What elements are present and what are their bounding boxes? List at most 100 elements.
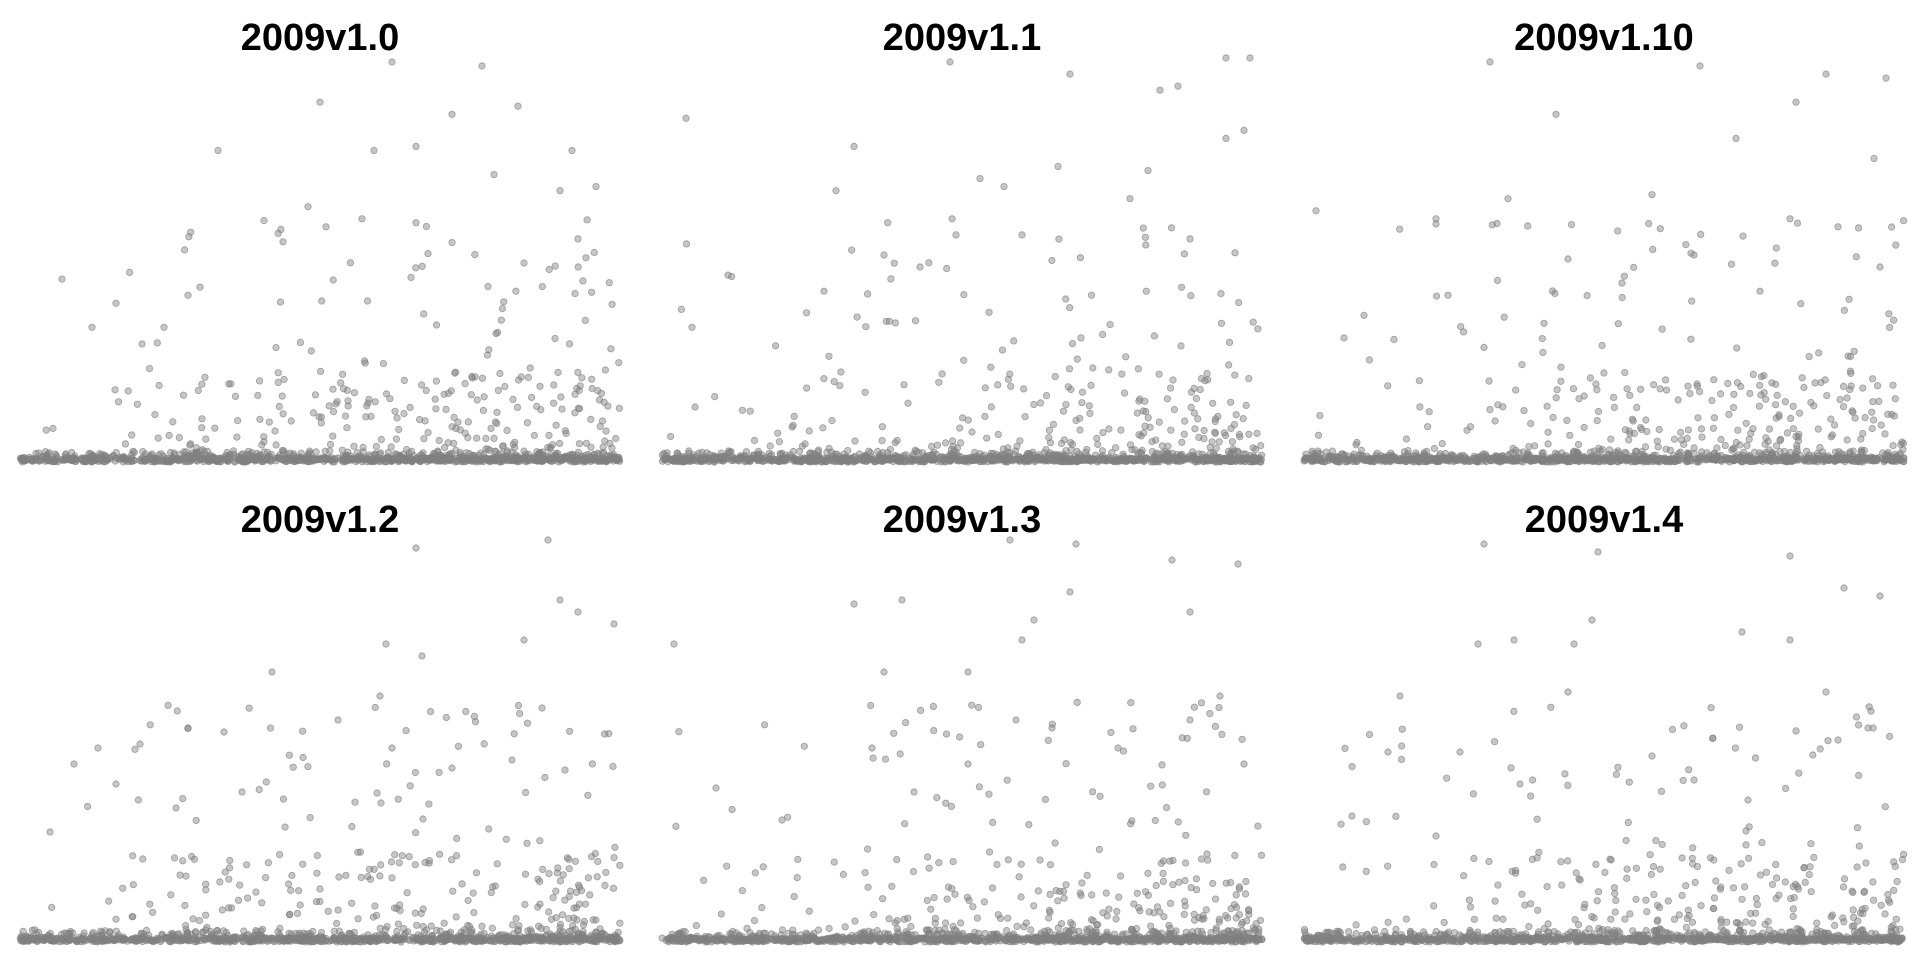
data-point	[1242, 401, 1250, 409]
outlier-point	[1312, 207, 1320, 215]
data-point	[825, 444, 833, 452]
data-point	[1087, 381, 1095, 389]
data-point	[1762, 395, 1770, 403]
outlier-point	[880, 251, 888, 259]
data-point	[1225, 338, 1234, 346]
data-point	[545, 431, 553, 439]
data-point	[1021, 412, 1029, 421]
data-point	[1816, 443, 1824, 452]
scatter-panel-2009v1-0: 2009v1.0	[16, 17, 624, 466]
data-point	[1734, 426, 1742, 434]
data-point	[326, 440, 335, 448]
data-point	[1444, 456, 1452, 464]
data-point	[1697, 425, 1706, 433]
data-point	[1233, 447, 1242, 455]
data-point	[1494, 401, 1502, 409]
data-point	[693, 457, 702, 465]
data-point	[1198, 450, 1207, 458]
data-point	[1641, 443, 1650, 451]
data-point	[556, 439, 564, 448]
data-point	[1099, 330, 1107, 339]
data-point	[885, 317, 894, 325]
data-point	[198, 424, 206, 432]
data-point	[1795, 430, 1803, 438]
data-point	[1797, 300, 1805, 308]
outlier-point	[184, 291, 192, 299]
data-point	[1846, 367, 1855, 375]
data-point	[1618, 293, 1626, 302]
data-point	[1882, 456, 1890, 464]
data-point	[742, 448, 751, 456]
data-point	[698, 448, 706, 456]
data-point	[1094, 456, 1102, 464]
data-point	[424, 250, 432, 258]
data-point	[272, 441, 280, 449]
data-point	[1228, 438, 1237, 446]
data-point	[1717, 435, 1725, 444]
data-point	[1527, 419, 1535, 428]
scatter-panel-2009v1-1: 2009v1.1	[658, 17, 1266, 466]
data-point	[1386, 458, 1394, 466]
data-point	[49, 458, 57, 466]
data-point	[109, 452, 117, 460]
outlier-point	[1690, 251, 1698, 259]
data-point	[1073, 355, 1081, 363]
data-point	[344, 402, 352, 410]
data-point	[571, 390, 579, 398]
data-point	[1789, 402, 1797, 410]
data-point	[1873, 456, 1881, 464]
data-point	[917, 456, 926, 465]
data-point	[326, 447, 334, 455]
data-point	[1823, 391, 1831, 400]
data-point	[1755, 402, 1764, 410]
data-point	[184, 935, 192, 943]
data-point	[350, 389, 358, 397]
data-point	[1240, 450, 1248, 458]
data-point	[1772, 380, 1780, 388]
data-point	[181, 246, 189, 254]
data-point	[1217, 319, 1226, 327]
data-point	[339, 385, 348, 393]
data-point	[338, 446, 346, 454]
data-point	[1141, 422, 1149, 430]
data-point	[400, 409, 408, 418]
data-point	[1772, 401, 1780, 409]
data-point	[517, 373, 525, 381]
data-point	[1067, 385, 1075, 394]
data-point	[454, 418, 462, 426]
data-point	[1133, 409, 1141, 417]
data-point	[1581, 454, 1590, 462]
data-point	[337, 379, 345, 387]
data-point	[1621, 448, 1629, 456]
data-point	[1492, 452, 1500, 460]
data-point	[1861, 413, 1869, 422]
data-point	[176, 450, 184, 459]
data-point	[1078, 399, 1086, 407]
data-point	[1435, 456, 1443, 465]
data-point	[511, 443, 519, 452]
data-point	[1552, 394, 1560, 402]
data-point	[1191, 425, 1199, 433]
outlier-point	[1066, 70, 1074, 78]
data-point	[1222, 431, 1230, 440]
data-point	[1144, 414, 1152, 422]
data-point	[1746, 389, 1754, 398]
data-point	[1217, 289, 1225, 298]
data-point	[862, 323, 870, 331]
data-point	[1765, 425, 1774, 433]
data-point	[236, 454, 244, 462]
data-point	[417, 381, 426, 389]
data-point	[1694, 414, 1702, 422]
data-point	[1693, 380, 1701, 388]
data-point	[1798, 374, 1806, 382]
data-point	[1730, 390, 1738, 398]
data-point	[329, 385, 337, 393]
data-point	[508, 452, 516, 460]
data-point	[1888, 223, 1896, 231]
data-point	[360, 456, 368, 464]
data-point	[393, 414, 401, 422]
data-point	[181, 458, 189, 466]
outlier-point	[1144, 167, 1152, 175]
data-point	[1729, 403, 1738, 412]
data-point	[361, 359, 369, 367]
